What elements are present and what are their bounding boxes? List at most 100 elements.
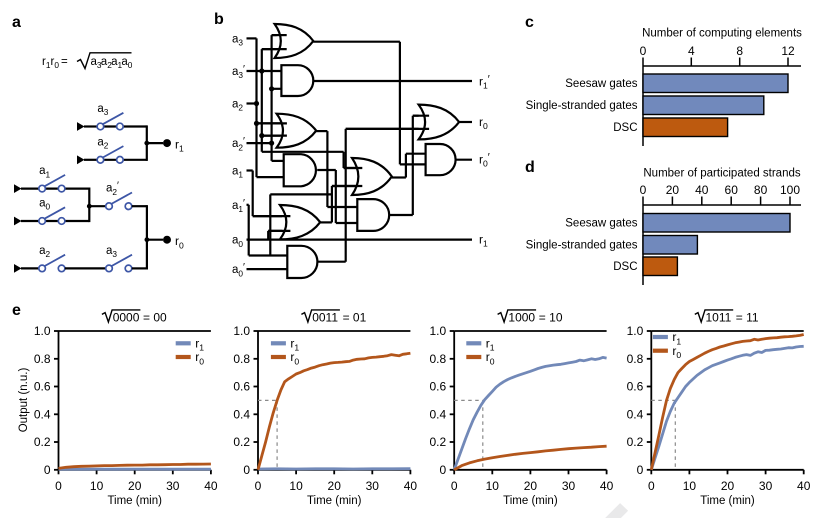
svg-text:a1: a1 [111,56,122,70]
svg-text:12: 12 [781,44,795,58]
svg-text:b: b [214,11,224,28]
svg-text:Time (min): Time (min) [307,495,362,507]
svg-text:20: 20 [666,183,680,197]
svg-text:0.4: 0.4 [627,408,644,422]
svg-text:40: 40 [404,479,418,493]
svg-text:10: 10 [486,479,500,493]
svg-text:r0′: r0′ [479,152,490,169]
svg-text:0.8: 0.8 [430,352,447,366]
svg-text:DSC: DSC [613,261,637,273]
svg-text:= 11: = 11 [736,310,759,324]
svg-text:80: 80 [754,183,768,197]
svg-text:8: 8 [736,44,743,58]
svg-text:Number of participated strands: Number of participated strands [643,168,800,180]
svg-text:100: 100 [780,183,800,197]
svg-text:r0: r0 [175,234,184,250]
svg-text:0: 0 [637,463,644,477]
svg-text:a1: a1 [232,166,243,180]
svg-text:r0: r0 [486,350,495,366]
svg-text:=: = [61,56,68,68]
svg-text:Number of computing elements: Number of computing elements [642,28,802,40]
svg-text:a3: a3 [97,103,108,117]
svg-text:a0: a0 [121,56,132,70]
svg-text:40: 40 [797,479,811,493]
svg-text:r1: r1 [290,336,299,352]
svg-text:0.8: 0.8 [627,352,644,366]
svg-text:0011: 0011 [312,310,338,324]
svg-text:c: c [525,14,534,31]
svg-text:1011: 1011 [706,310,732,324]
svg-text:a0: a0 [39,198,50,212]
svg-text:d: d [525,159,535,176]
svg-text:40: 40 [695,183,709,197]
svg-text:20: 20 [328,479,342,493]
svg-text:= 10: = 10 [539,310,563,324]
svg-text:0: 0 [640,183,647,197]
svg-text:30: 30 [366,479,380,493]
svg-text:r1: r1 [479,233,488,249]
svg-text:Single-stranded gates: Single-stranded gates [526,100,638,112]
svg-text:0: 0 [648,479,655,493]
svg-text:r0: r0 [290,350,299,366]
svg-text:30: 30 [166,479,180,493]
svg-text:r0: r0 [479,115,488,131]
svg-text:30: 30 [562,479,576,493]
svg-text:1.0: 1.0 [34,324,51,338]
svg-text:0.2: 0.2 [34,435,51,449]
svg-text:a2: a2 [39,245,50,259]
svg-text:40: 40 [600,479,614,493]
svg-text:0.4: 0.4 [34,408,51,422]
svg-text:4: 4 [688,44,695,58]
svg-text:= 01: = 01 [343,310,367,324]
svg-text:40: 40 [204,479,218,493]
svg-text:r1: r1 [672,330,681,346]
svg-text:r0: r0 [672,344,681,360]
svg-text:0.4: 0.4 [233,408,250,422]
svg-text:1.0: 1.0 [233,324,250,338]
svg-text:0.2: 0.2 [627,435,644,449]
svg-text:a3: a3 [91,56,102,70]
svg-text:r0: r0 [51,56,60,70]
svg-text:0000: 0000 [113,310,140,324]
svg-text:Time (min): Time (min) [700,495,755,507]
svg-text:0.8: 0.8 [34,352,51,366]
svg-text:0: 0 [55,479,62,493]
svg-text:Single-stranded gates: Single-stranded gates [526,240,638,252]
svg-text:a: a [12,14,21,31]
svg-text:0.6: 0.6 [34,380,51,394]
svg-text:1.0: 1.0 [430,324,447,338]
svg-text:e: e [12,302,21,319]
svg-text:r1: r1 [42,56,51,70]
svg-text:a0: a0 [232,235,243,249]
svg-text:60: 60 [725,183,739,197]
svg-text:0: 0 [255,479,262,493]
svg-text:20: 20 [524,479,538,493]
svg-text:0.4: 0.4 [430,408,447,422]
svg-text:0.8: 0.8 [233,352,250,366]
svg-text:0.6: 0.6 [233,380,250,394]
svg-text:r1′: r1′ [479,74,490,91]
svg-text:0: 0 [640,44,647,58]
svg-text:30: 30 [759,479,773,493]
svg-text:r0: r0 [195,350,204,366]
svg-text:r1: r1 [486,336,495,352]
svg-text:a1: a1 [39,165,50,179]
svg-text:a2: a2 [101,56,112,70]
svg-text:10: 10 [90,479,104,493]
svg-text:0: 0 [243,463,250,477]
svg-text:0: 0 [451,479,458,493]
svg-text:r1: r1 [175,138,184,154]
svg-text:Time (min): Time (min) [107,495,162,507]
svg-text:0: 0 [440,463,447,477]
svg-text:DSC: DSC [613,122,637,134]
svg-text:= 00: = 00 [143,310,167,324]
svg-text:a2: a2 [97,136,108,150]
svg-text:a3: a3 [106,245,117,259]
svg-text:10: 10 [683,479,697,493]
svg-text:0: 0 [44,463,51,477]
svg-text:Seesaw gates: Seesaw gates [565,218,637,230]
svg-text:Output (n.u.): Output (n.u.) [18,368,30,433]
svg-text:20: 20 [721,479,735,493]
svg-text:0.6: 0.6 [627,380,644,394]
svg-text:20: 20 [128,479,142,493]
